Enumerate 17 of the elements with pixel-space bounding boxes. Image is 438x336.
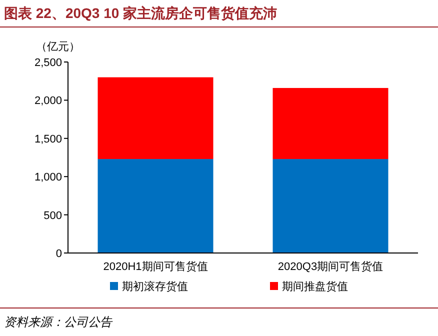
- bar: [272, 88, 388, 160]
- bar: [98, 159, 214, 253]
- y-tick-label: 500: [44, 210, 62, 222]
- x-tick-label: 2020Q3期间可售货值: [278, 261, 384, 273]
- legend-label: 期初滚存货值: [122, 280, 188, 293]
- y-tick-label: 1,000: [34, 172, 62, 184]
- text: 资料来源：公司公告: [4, 315, 113, 329]
- chart-title: 图表 22、20Q3 10 家主流房企可售货值充沛: [4, 5, 278, 21]
- legend-label: 期间推盘货值: [282, 281, 348, 293]
- x-tick-label: 2020H1期间可售货值: [103, 261, 208, 273]
- y-tick-label: 0: [56, 248, 62, 260]
- y-tick-label: 2,500: [34, 57, 62, 69]
- bar: [98, 77, 214, 160]
- y-tick-label: 2,000: [34, 95, 62, 108]
- y-axis-title: （亿元）: [36, 41, 80, 53]
- bar: [272, 159, 388, 253]
- y-tick-label: 1,500: [34, 133, 62, 146]
